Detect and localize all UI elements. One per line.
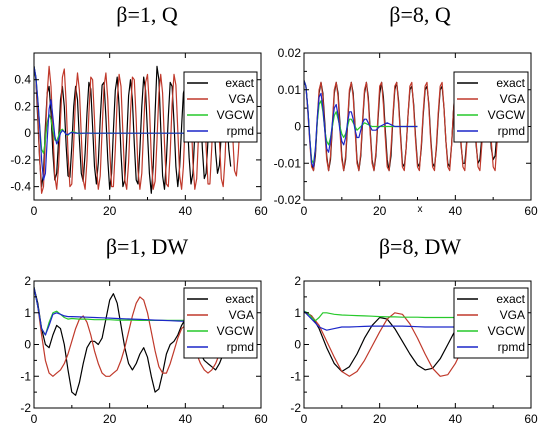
x-tick-label: 0 — [301, 412, 308, 425]
y-tick-label: -2 — [20, 401, 31, 415]
x-tick-label: 40 — [179, 412, 193, 425]
y-tick-label: 0 — [294, 338, 301, 352]
y-tick-label: 0 — [24, 126, 31, 140]
x-tick-label: 20 — [103, 204, 117, 218]
x-tick-label: 20 — [373, 204, 387, 218]
legend: exact VGA VGCW rpmd — [183, 287, 258, 359]
y-tick-label: -0.01 — [274, 156, 302, 170]
y-tick-label: 0 — [24, 338, 31, 352]
x-tick-label: 0 — [31, 412, 38, 425]
legend-label-vgcw: VGCW — [217, 108, 255, 122]
y-tick-label: -0.4 — [10, 180, 31, 194]
y-tick-label: -1 — [20, 369, 31, 383]
y-tick-label: 2 — [24, 274, 31, 288]
y-tick-label: 0.2 — [14, 99, 31, 113]
legend-label-rpmd: rpmd — [498, 124, 525, 138]
x-tick-label: 20 — [103, 412, 117, 425]
legend-label-vga: VGA — [229, 92, 254, 106]
series-line-rpmd — [304, 80, 418, 168]
chart-title: β=1, Q — [116, 2, 178, 27]
y-tick-label: -2 — [290, 401, 301, 415]
legend-label-exact: exact — [225, 76, 254, 90]
y-tick-label: -0.02 — [274, 193, 302, 207]
chart-panel-3: β=1, DW 0 20 40 60 -2 -1 0 1 2 exact VGA VGCW rpmd — [20, 234, 268, 425]
chart-panel-1: β=1, Q 0 20 40 60 -0.4 -0.2 0 0.2 0.4 exact VGA VGCW… — [10, 2, 268, 218]
y-tick-label: 1 — [24, 306, 31, 320]
legend-label-exact: exact — [496, 76, 525, 90]
legend-label-vgcw: VGCW — [488, 108, 526, 122]
x-tick-label: 40 — [449, 412, 463, 425]
x-tick-label: 60 — [254, 204, 268, 218]
y-tick-label: 0.4 — [14, 73, 31, 87]
x-tick-label: 40 — [179, 204, 193, 218]
series-line-vgcw — [34, 287, 186, 336]
x-tick-label: 0 — [31, 204, 38, 218]
chart-panel-4: β=8, DW 0 20 40 60 -2 -1 0 1 2 exact VGA VGCW rpmd — [290, 234, 538, 425]
legend-label-vgcw: VGCW — [217, 324, 255, 338]
y-tick-label: -0.2 — [10, 153, 31, 167]
y-tick-label: -1 — [290, 369, 301, 383]
x-tick-label: 60 — [524, 204, 538, 218]
legend: exact VGA VGCW rpmd — [453, 287, 529, 359]
x-tick-label: 60 — [254, 412, 268, 425]
x-tick-label: 60 — [524, 412, 538, 425]
series-line-vga — [34, 65, 243, 194]
x-tick-label: 0 — [301, 204, 308, 218]
y-tick-label: 2 — [294, 274, 301, 288]
y-tick-label: 0 — [294, 120, 301, 134]
y-tick-label: 0.02 — [278, 46, 302, 60]
legend-label-rpmd: rpmd — [227, 124, 254, 138]
legend: exact VGA VGCW rpmd — [453, 71, 529, 143]
legend-label-vga: VGA — [500, 92, 525, 106]
legend-label-exact: exact — [225, 292, 254, 306]
legend-label-rpmd: rpmd — [227, 340, 254, 354]
x-axis-mark: x — [418, 204, 423, 215]
legend-label-vgcw: VGCW — [488, 324, 526, 338]
chart-title: β=8, DW — [379, 234, 461, 259]
chart-title: β=1, DW — [106, 234, 188, 259]
chart-panel-2: β=8, Q 0 20 40 60 -0.02 -0.01 0 0.01 0.02 x exact VG… — [274, 2, 538, 218]
legend-label-vga: VGA — [500, 308, 525, 322]
y-tick-label: 0.01 — [278, 83, 302, 97]
legend-label-rpmd: rpmd — [498, 340, 525, 354]
y-tick-label: 1 — [294, 306, 301, 320]
x-tick-label: 20 — [373, 412, 387, 425]
legend: exact VGA VGCW rpmd — [183, 71, 258, 143]
x-tick-label: 40 — [449, 204, 463, 218]
chart-title: β=8, Q — [389, 2, 451, 27]
legend-label-vga: VGA — [229, 308, 254, 322]
series-line-rpmd — [34, 66, 224, 181]
legend-label-exact: exact — [496, 292, 525, 306]
